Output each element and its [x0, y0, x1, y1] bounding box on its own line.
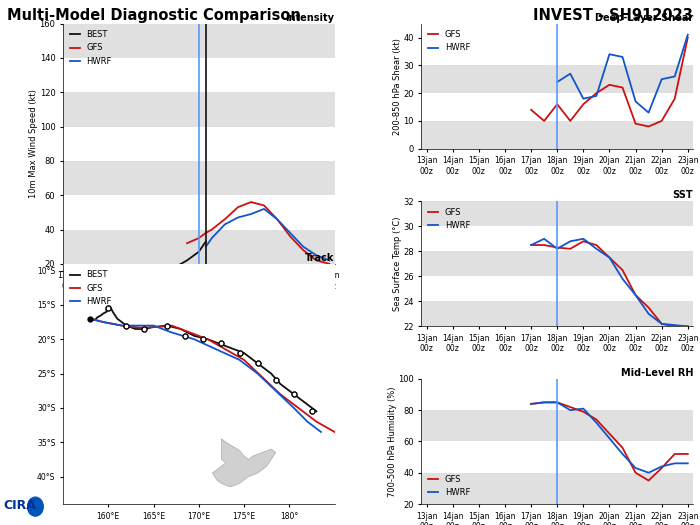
Text: Intensity: Intensity [286, 13, 335, 23]
Y-axis label: 700-500 hPa Humidity (%): 700-500 hPa Humidity (%) [388, 386, 397, 497]
Bar [421, 472, 693, 504]
Text: CIRA: CIRA [4, 499, 36, 512]
Legend: BEST, GFS, HWRF: BEST, GFS, HWRF [67, 28, 114, 68]
Bar [421, 121, 693, 149]
Legend: GFS, HWRF: GFS, HWRF [426, 472, 472, 500]
Text: INVEST - SH912023: INVEST - SH912023 [533, 8, 693, 23]
Bar [421, 65, 693, 93]
Y-axis label: Sea Surface Temp (°C): Sea Surface Temp (°C) [393, 217, 402, 311]
Bar [421, 201, 693, 226]
Legend: GFS, HWRF: GFS, HWRF [426, 28, 472, 55]
Y-axis label: 200-850 hPa Shear (kt): 200-850 hPa Shear (kt) [393, 38, 402, 134]
Circle shape [27, 497, 43, 516]
Text: Deep-Layer Shear: Deep-Layer Shear [595, 13, 693, 23]
Bar [63, 24, 335, 58]
Text: Mid-Level RH: Mid-Level RH [620, 368, 693, 378]
Text: SST: SST [673, 191, 693, 201]
Legend: GFS, HWRF: GFS, HWRF [426, 205, 472, 233]
Bar [63, 229, 335, 264]
Text: Multi-Model Diagnostic Comparison: Multi-Model Diagnostic Comparison [7, 8, 301, 23]
Y-axis label: 10m Max Wind Speed (kt): 10m Max Wind Speed (kt) [29, 89, 38, 198]
Text: Track: Track [305, 253, 335, 263]
Legend: BEST, GFS, HWRF: BEST, GFS, HWRF [67, 268, 114, 308]
Bar [421, 410, 693, 442]
Bar [421, 301, 693, 327]
Bar [421, 251, 693, 276]
Bar [63, 161, 335, 195]
Polygon shape [212, 439, 276, 487]
Bar [63, 92, 335, 127]
